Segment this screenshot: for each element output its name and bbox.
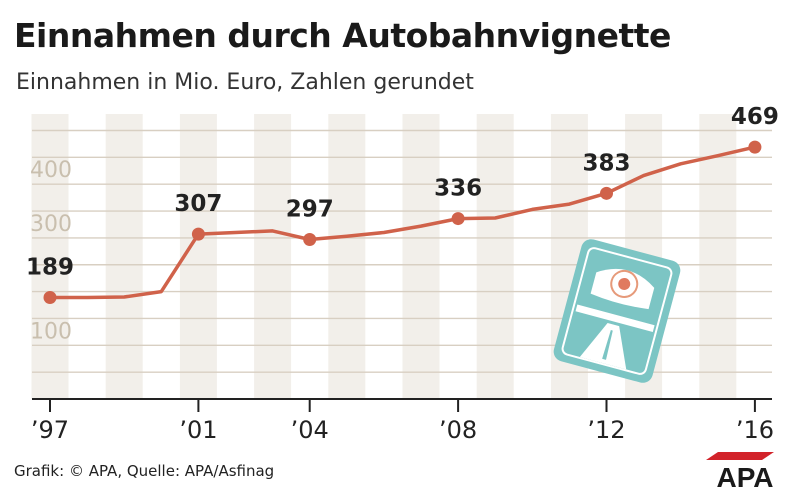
data-point xyxy=(303,233,317,247)
revenue-line xyxy=(48,145,757,300)
y-axis-ticks: 100 300 400 xyxy=(30,158,72,344)
data-point xyxy=(43,291,57,305)
data-points xyxy=(43,140,762,305)
apa-logo: APA xyxy=(706,452,774,490)
data-label: 297 xyxy=(286,197,334,223)
data-point xyxy=(191,227,205,241)
data-point xyxy=(451,212,465,226)
year-band xyxy=(328,114,366,399)
apa-logo-mark xyxy=(706,452,774,460)
year-band xyxy=(402,114,440,399)
year-band xyxy=(476,114,514,399)
x-tick-label: ’04 xyxy=(291,416,329,444)
year-band xyxy=(699,114,737,399)
year-band xyxy=(254,114,292,399)
line-chart: 100 300 400 ’97 ’01 ’04 ’08 ’12 ’16 189 307 297 33… xyxy=(26,104,779,444)
data-label: 383 xyxy=(582,150,630,176)
chart-title: Einnahmen durch Autobahnvignette xyxy=(14,16,671,55)
data-label: 336 xyxy=(434,176,482,202)
year-band xyxy=(179,114,217,399)
x-tick-label: ’16 xyxy=(736,416,774,444)
y-tick-label: 300 xyxy=(30,212,72,237)
y-tick-label: 400 xyxy=(30,158,72,183)
x-tick-label: ’12 xyxy=(587,416,625,444)
y-tick-label: 100 xyxy=(30,319,72,344)
data-point xyxy=(748,140,762,154)
x-axis-ticks: ’97 ’01 ’04 ’08 ’12 ’16 xyxy=(31,399,774,444)
apa-logo-text: APA xyxy=(716,462,773,490)
source-note: Grafik: © APA, Quelle: APA/Asfinag xyxy=(14,462,275,480)
year-band xyxy=(31,114,69,399)
data-label: 307 xyxy=(174,191,222,217)
chart-subtitle: Einnahmen in Mio. Euro, Zahlen gerundet xyxy=(16,70,474,95)
x-tick-label: ’97 xyxy=(31,416,69,444)
data-point xyxy=(600,186,613,200)
data-label: 469 xyxy=(731,104,779,130)
x-tick-label: ’08 xyxy=(439,416,477,444)
data-labels: 189 307 297 336 383 469 xyxy=(26,104,779,280)
vignette-illustration xyxy=(553,239,681,383)
data-label: 189 xyxy=(26,255,74,281)
year-band xyxy=(105,114,143,399)
x-tick-label: ’01 xyxy=(179,416,217,444)
